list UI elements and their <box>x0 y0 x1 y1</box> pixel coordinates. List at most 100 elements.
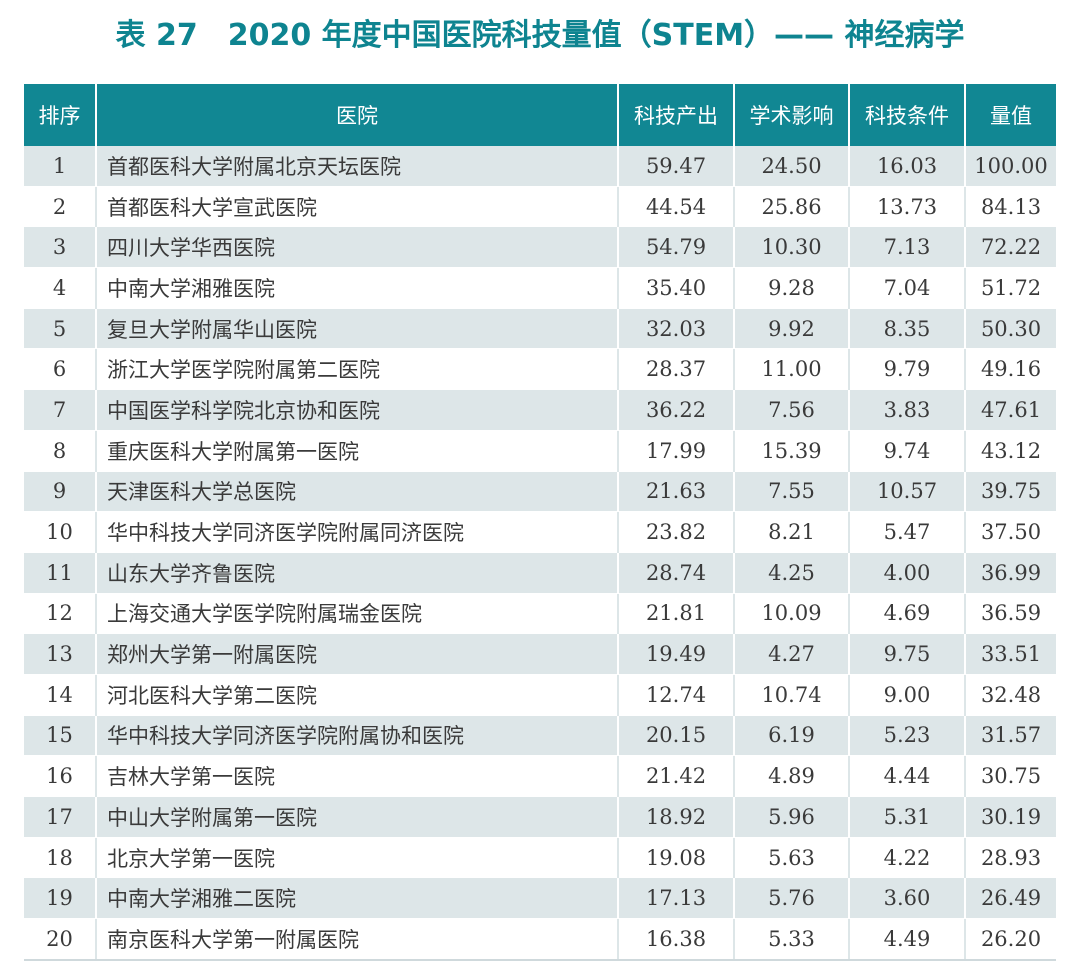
cell-output: 16.38 <box>617 918 734 961</box>
cell-conditions: 9.75 <box>848 633 965 675</box>
table-row: 5 复旦大学附属华山医院 32.03 9.92 8.35 50.30 <box>24 308 1056 350</box>
cell-output: 35.40 <box>617 267 734 309</box>
cell-conditions: 16.03 <box>848 146 965 187</box>
hospital-ranking-table: 排序 医院 科技产出 学术影响 科技条件 量值 1 首都医科大学附属北京天坛医院 5… <box>24 84 1056 961</box>
cell-impact: 4.27 <box>733 633 849 675</box>
cell-output: 17.99 <box>617 430 734 472</box>
cell-rank: 16 <box>24 755 96 797</box>
cell-rank: 14 <box>24 674 96 716</box>
cell-rank: 17 <box>24 796 96 838</box>
cell-impact: 9.28 <box>733 267 849 309</box>
cell-impact: 5.76 <box>733 877 849 920</box>
cell-output: 54.79 <box>617 226 734 269</box>
table-title: 表 27 2020 年度中国医院科技量值（STEM）—— 神经病学 <box>115 18 965 53</box>
cell-hospital: 山东大学齐鲁医院 <box>95 552 618 594</box>
cell-conditions: 5.23 <box>848 715 965 757</box>
cell-hospital: 中山大学附属第一医院 <box>95 796 618 838</box>
cell-impact: 10.30 <box>733 226 849 269</box>
cell-rank: 1 <box>24 146 96 187</box>
cell-impact: 25.86 <box>733 186 849 228</box>
cell-score: 33.51 <box>964 633 1056 675</box>
cell-output: 20.15 <box>617 715 734 757</box>
cell-impact: 5.33 <box>733 918 849 961</box>
table-row: 14 河北医科大学第二医院 12.74 10.74 9.00 32.48 <box>24 674 1056 716</box>
cell-score: 37.50 <box>964 511 1056 553</box>
cell-impact: 5.63 <box>733 837 849 879</box>
table-row: 20 南京医科大学第一附属医院 16.38 5.33 4.49 26.20 <box>24 918 1056 961</box>
cell-rank: 11 <box>24 552 96 594</box>
cell-conditions: 4.69 <box>848 593 965 635</box>
cell-output: 18.92 <box>617 796 734 838</box>
cell-hospital: 华中科技大学同济医学院附属同济医院 <box>95 511 618 553</box>
table-row: 16 吉林大学第一医院 21.42 4.89 4.44 30.75 <box>24 755 1056 797</box>
table-row: 4 中南大学湘雅医院 35.40 9.28 7.04 51.72 <box>24 267 1056 309</box>
cell-rank: 13 <box>24 633 96 675</box>
cell-output: 19.49 <box>617 633 734 675</box>
cell-output: 17.13 <box>617 877 734 920</box>
cell-impact: 15.39 <box>733 430 849 472</box>
cell-impact: 4.25 <box>733 552 849 594</box>
cell-hospital: 北京大学第一医院 <box>95 837 618 879</box>
cell-output: 21.42 <box>617 755 734 797</box>
cell-rank: 2 <box>24 186 96 228</box>
cell-impact: 6.19 <box>733 715 849 757</box>
cell-hospital: 复旦大学附属华山医院 <box>95 308 618 350</box>
cell-hospital: 中南大学湘雅医院 <box>95 267 618 309</box>
cell-conditions: 10.57 <box>848 471 965 513</box>
table-row: 15 华中科技大学同济医学院附属协和医院 20.15 6.19 5.23 31.57 <box>24 715 1056 757</box>
cell-conditions: 7.13 <box>848 226 965 269</box>
cell-score: 30.19 <box>964 796 1056 838</box>
cell-conditions: 4.00 <box>848 552 965 594</box>
cell-conditions: 4.22 <box>848 837 965 879</box>
cell-output: 36.22 <box>617 389 734 431</box>
cell-hospital: 中国医学科学院北京协和医院 <box>95 389 618 431</box>
cell-rank: 19 <box>24 877 96 920</box>
header-hospital: 医院 <box>95 84 618 146</box>
cell-impact: 5.96 <box>733 796 849 838</box>
header-row: 排序 医院 科技产出 学术影响 科技条件 量值 <box>24 84 1056 146</box>
table-row: 18 北京大学第一医院 19.08 5.63 4.22 28.93 <box>24 837 1056 879</box>
cell-score: 39.75 <box>964 471 1056 513</box>
cell-score: 43.12 <box>964 430 1056 472</box>
cell-score: 26.49 <box>964 877 1056 920</box>
cell-rank: 4 <box>24 267 96 309</box>
table-row: 6 浙江大学医学院附属第二医院 28.37 11.00 9.79 49.16 <box>24 348 1056 391</box>
cell-score: 26.20 <box>964 918 1056 961</box>
table-row: 12 上海交通大学医学院附属瑞金医院 21.81 10.09 4.69 36.59 <box>24 593 1056 635</box>
table-body: 1 首都医科大学附属北京天坛医院 59.47 24.50 16.03 100.00 2 首都医… <box>24 146 1056 961</box>
table-row: 11 山东大学齐鲁医院 28.74 4.25 4.00 36.99 <box>24 552 1056 594</box>
cell-rank: 9 <box>24 471 96 513</box>
header-score: 量值 <box>964 84 1056 146</box>
cell-hospital: 华中科技大学同济医学院附属协和医院 <box>95 715 618 757</box>
cell-conditions: 4.44 <box>848 755 965 797</box>
cell-output: 44.54 <box>617 186 734 228</box>
cell-impact: 10.09 <box>733 593 849 635</box>
cell-rank: 7 <box>24 389 96 431</box>
table-row: 19 中南大学湘雅二医院 17.13 5.76 3.60 26.49 <box>24 877 1056 920</box>
header-impact: 学术影响 <box>733 84 849 146</box>
cell-rank: 3 <box>24 226 96 269</box>
cell-hospital: 重庆医科大学附属第一医院 <box>95 430 618 472</box>
cell-hospital: 四川大学华西医院 <box>95 226 618 269</box>
cell-score: 47.61 <box>964 389 1056 431</box>
cell-score: 31.57 <box>964 715 1056 757</box>
cell-hospital: 中南大学湘雅二医院 <box>95 877 618 920</box>
cell-impact: 7.56 <box>733 389 849 431</box>
cell-score: 100.00 <box>964 146 1056 187</box>
cell-rank: 20 <box>24 918 96 961</box>
cell-output: 23.82 <box>617 511 734 553</box>
cell-score: 32.48 <box>964 674 1056 716</box>
cell-score: 50.30 <box>964 308 1056 350</box>
cell-impact: 4.89 <box>733 755 849 797</box>
cell-score: 36.59 <box>964 593 1056 635</box>
cell-hospital: 河北医科大学第二医院 <box>95 674 618 716</box>
cell-output: 59.47 <box>617 146 734 187</box>
cell-score: 28.93 <box>964 837 1056 879</box>
cell-rank: 15 <box>24 715 96 757</box>
cell-hospital: 南京医科大学第一附属医院 <box>95 918 618 961</box>
cell-conditions: 5.31 <box>848 796 965 838</box>
cell-hospital: 吉林大学第一医院 <box>95 755 618 797</box>
cell-conditions: 9.79 <box>848 348 965 391</box>
cell-hospital: 首都医科大学附属北京天坛医院 <box>95 146 618 187</box>
cell-score: 30.75 <box>964 755 1056 797</box>
